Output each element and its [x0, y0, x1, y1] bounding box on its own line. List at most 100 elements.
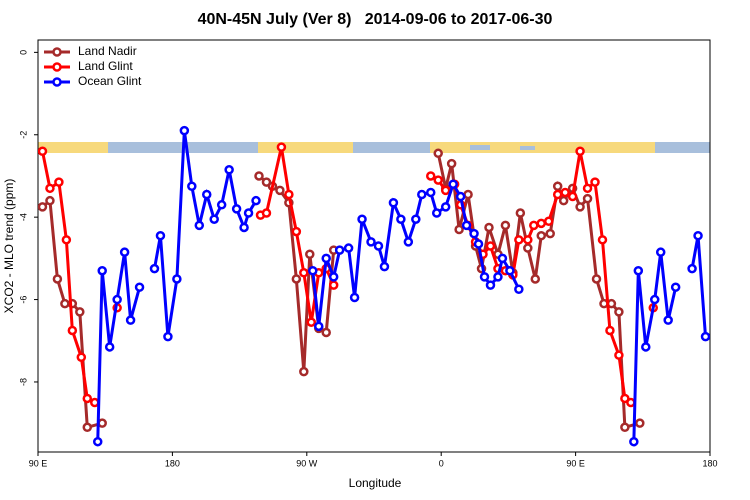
data-point	[552, 189, 563, 200]
data-point	[614, 307, 624, 317]
data-point	[403, 237, 414, 247]
plot-frame	[37, 39, 711, 453]
data-point	[536, 230, 547, 241]
data-point	[463, 189, 473, 200]
data-point	[305, 249, 315, 259]
data-point	[251, 195, 261, 206]
data-point	[529, 220, 539, 231]
data-point	[112, 294, 122, 305]
data-point	[614, 350, 624, 360]
data-point	[454, 224, 464, 235]
data-point	[633, 265, 644, 276]
x-tick-label: 90 E	[29, 458, 48, 468]
data-point	[485, 241, 496, 251]
data-point	[635, 418, 645, 428]
data-point	[523, 235, 533, 245]
series-line	[41, 152, 641, 430]
data-point	[431, 208, 442, 218]
data-point	[655, 247, 666, 257]
data-point	[670, 282, 681, 292]
data-point	[575, 146, 585, 156]
data-point	[82, 393, 93, 404]
data-point	[54, 177, 64, 187]
data-point	[291, 274, 302, 284]
data-point	[606, 298, 617, 309]
data-point	[321, 253, 331, 264]
data-point	[328, 280, 339, 290]
legend-marker	[52, 62, 62, 72]
data-point	[620, 422, 630, 433]
data-point	[641, 342, 651, 352]
x-tick-label: 180	[165, 458, 180, 468]
data-point	[473, 239, 484, 249]
data-point	[231, 204, 242, 214]
data-point	[461, 220, 472, 231]
x-tick-label: 0	[439, 458, 444, 468]
data-point	[67, 325, 78, 336]
data-point	[514, 235, 524, 245]
data-point	[479, 272, 490, 282]
data-point	[605, 325, 615, 336]
data-point	[543, 216, 554, 227]
data-point	[530, 274, 541, 284]
data-point	[61, 235, 72, 245]
data-point	[433, 175, 443, 185]
data-point	[243, 208, 254, 218]
data-point	[396, 214, 406, 224]
data-point	[357, 214, 367, 224]
data-point	[291, 226, 302, 237]
data-point	[485, 280, 496, 290]
data-point	[497, 253, 508, 264]
data-point	[75, 307, 85, 317]
data-point	[209, 214, 219, 224]
data-point	[254, 171, 264, 181]
data-point	[629, 436, 639, 447]
data-point	[582, 193, 593, 204]
data-point	[284, 189, 294, 200]
data-point	[366, 237, 376, 247]
data-point	[567, 191, 578, 202]
data-point	[149, 263, 160, 274]
legend-label: Land Glint	[78, 59, 133, 73]
data-point	[261, 177, 272, 187]
data-point	[349, 292, 360, 303]
data-point	[328, 272, 339, 282]
data-point	[448, 179, 458, 189]
data-point	[388, 197, 399, 208]
data-point	[224, 165, 234, 175]
data-point	[343, 243, 354, 253]
data-point	[700, 331, 710, 342]
x-axis-label: Longitude	[349, 476, 402, 490]
data-point	[134, 282, 145, 292]
data-point	[379, 261, 390, 272]
data-point	[505, 265, 515, 276]
data-point	[104, 342, 115, 352]
data-point	[514, 284, 524, 295]
data-point	[440, 202, 451, 212]
x-tick-label: 180	[702, 458, 717, 468]
data-point	[92, 436, 103, 447]
chart-title: 40N-45N July (Ver 8) 2014-09-06 to 2017-…	[198, 11, 553, 28]
legend-marker	[52, 47, 62, 57]
data-point	[239, 222, 249, 233]
y-tick-label: -6	[18, 296, 28, 304]
data-point	[201, 189, 212, 200]
data-point	[38, 146, 48, 156]
data-point	[299, 268, 309, 278]
data-point	[313, 321, 324, 332]
data-point	[172, 274, 182, 284]
data-point	[119, 247, 130, 257]
data-point	[187, 181, 197, 192]
data-point	[469, 228, 479, 239]
data-point	[590, 177, 600, 187]
y-tick-label: -4	[18, 213, 28, 221]
data-point	[446, 158, 457, 169]
data-point	[545, 228, 555, 239]
y-tick-label: -2	[18, 131, 28, 139]
data-point	[440, 185, 451, 196]
data-point	[194, 220, 205, 231]
data-point	[536, 218, 547, 229]
data-point	[179, 125, 190, 136]
